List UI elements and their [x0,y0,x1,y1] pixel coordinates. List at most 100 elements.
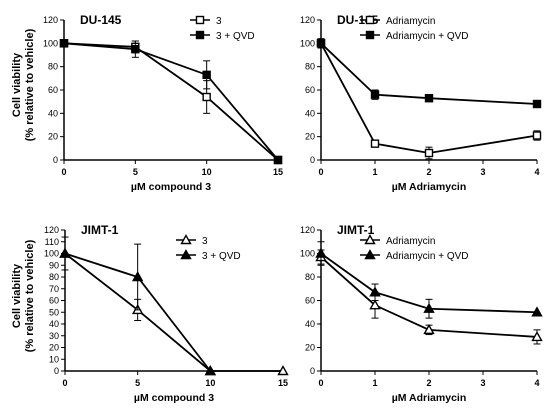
legend-entry: Adriamycin [360,15,435,27]
y-tick-label: 80 [48,62,58,72]
data-point [277,365,289,376]
y-tick-label: 20 [49,343,59,353]
panel-title: JIMT-1 [81,223,119,237]
series-line [320,252,538,314]
y-tick-label: 100 [300,249,315,259]
legend-marker [364,234,376,245]
legend-marker [180,249,192,260]
y-tick-label: 110 [45,237,59,247]
x-tick-label: 5 [135,378,140,388]
y-tick-label: 120 [300,225,315,235]
data-point [531,330,543,342]
ylabel-top-line1: Cell viability [11,52,23,117]
ylabel-top-line2: (% relative to vehicle) [24,28,36,141]
x-tick-label: 1 [372,378,377,388]
y-tick-label: 20 [305,132,315,142]
x-tick-label: 15 [273,167,283,177]
panel-title: DU-145 [80,13,122,27]
legend-entry: Adriamycin + QVD [360,30,469,42]
data-point [369,286,381,297]
y-tick-label: 120 [44,225,59,235]
data-point [370,139,380,148]
x-tick-label: 0 [318,167,323,177]
legend-label: 3 + QVD [202,251,241,262]
y-tick-label: 50 [49,307,59,317]
y-tick-label: 80 [305,62,315,72]
y-tick-label: 60 [305,296,315,306]
data-point [131,44,140,54]
series-1 [59,39,283,165]
y-tick-label: 0 [54,366,59,376]
y-tick-label: 10 [49,354,59,364]
data-point [532,99,542,109]
series-1 [59,247,289,376]
data-point [59,39,69,48]
legend-marker [195,15,205,25]
x-tick-label: 3 [480,378,485,388]
x-tick-label: 3 [480,167,485,177]
series-1 [315,249,543,345]
data-point [424,148,434,158]
legend-label: Adriamycin [386,236,435,247]
y-tick-label: 80 [305,272,315,282]
legend-label: 3 + QVD [216,31,255,42]
shared-ylabel-bottom: Cell viability (% relative to vehicle) [11,239,36,352]
legend-label: 3 [216,16,222,27]
x-tick-label: 5 [133,167,138,177]
y-tick-label: 40 [305,319,315,329]
x-tick-label: 10 [202,167,212,177]
y-tick-label: 0 [310,155,315,165]
x-tick-label: 10 [205,378,215,388]
legend-label: 3 [202,236,208,247]
y-tick-label: 40 [49,319,59,329]
legend-marker [365,15,375,25]
y-tick-label: 40 [48,108,58,118]
series-line [320,42,538,105]
legend-marker [180,234,192,245]
legend-entry: 3 + QVD [190,30,255,42]
x-axis-label: µM Adriamycin [392,392,467,404]
legend-marker [364,249,376,260]
y-tick-label: 70 [49,284,59,294]
data-point [204,365,217,376]
x-tick-label: 2 [426,167,431,177]
y-tick-label: 20 [48,132,58,142]
x-axis-label: µM compound 3 [134,392,214,404]
y-tick-label: 60 [48,85,58,95]
series-2 [59,236,217,376]
y-tick-label: 90 [49,260,59,270]
data-point [273,155,283,165]
y-tick-label: 120 [43,15,58,25]
x-tick-label: 4 [534,378,539,388]
y-tick-label: 40 [305,108,315,118]
legend-entry: 3 [176,234,208,247]
x-tick-label: 4 [534,167,539,177]
data-point [316,39,326,48]
series-line [63,42,279,161]
y-tick-label: 20 [305,343,315,353]
data-point [532,131,542,140]
y-tick-label: 30 [49,331,59,341]
data-point [531,306,543,317]
legend-label: Adriamycin [386,16,435,27]
series-line [320,42,538,154]
series-2 [315,241,543,319]
x-tick-label: 2 [426,378,431,388]
ylabel-bottom-line1: Cell viability [11,263,23,328]
x-tick-label: 1 [372,167,377,177]
series-2 [59,39,283,165]
data-point [369,299,381,310]
series-line [63,42,279,161]
ylabel-bottom-line2: (% relative to vehicle) [24,239,36,352]
series-line [64,252,283,372]
data-point [424,93,434,103]
legend-marker [195,30,205,40]
data-point [202,92,211,102]
chart-panel-du145-compound3: 0 20 40 60 80 100 120 0 5 10 15 µM compound 3 DU-145… [43,13,283,193]
y-tick-label: 100 [44,249,59,259]
data-point [315,247,327,258]
series-2 [316,39,542,109]
